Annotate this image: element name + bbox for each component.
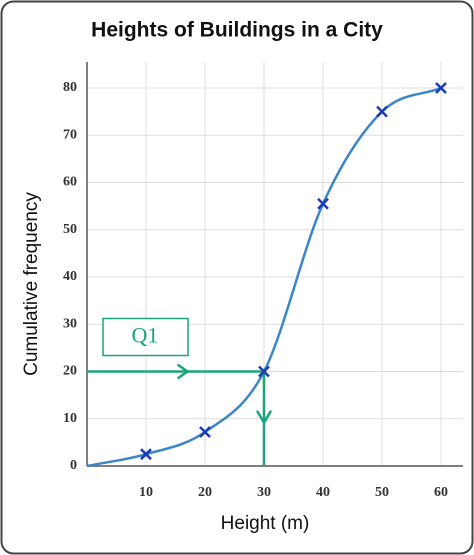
data-point	[376, 105, 388, 118]
q1-label: Q1	[132, 323, 159, 348]
y-tick-label: 80	[63, 80, 77, 95]
y-tick-label: 20	[63, 364, 77, 379]
chart-title: Heights of Buildings in a City	[91, 19, 383, 42]
data-point	[435, 82, 447, 94]
x-tick-label: 40	[316, 485, 330, 500]
data-point	[199, 426, 211, 438]
arrow-head	[176, 363, 190, 380]
x-tick-label: 50	[375, 485, 389, 500]
data-point	[317, 197, 329, 210]
x-tick-label: 60	[434, 485, 448, 500]
arrow-head	[255, 410, 273, 426]
y-tick-label: 40	[63, 269, 77, 284]
y-axis-label: Cumulative frequency	[21, 192, 42, 376]
x-axis-label: Height (m)	[221, 513, 310, 534]
y-tick-label: 0	[70, 458, 77, 473]
x-tick-label: 10	[139, 485, 153, 500]
data-point	[258, 365, 270, 378]
x-tick-label: 20	[198, 485, 212, 500]
data-point	[140, 448, 152, 461]
q1-box	[102, 317, 189, 357]
x-tick-label: 30	[257, 485, 271, 500]
y-tick-label: 10	[63, 411, 77, 426]
y-tick-label: 60	[63, 175, 77, 190]
plot-area	[87, 62, 463, 466]
y-tick-label: 70	[63, 127, 77, 142]
y-tick-label: 50	[63, 222, 77, 237]
y-tick-label: 30	[63, 316, 77, 331]
